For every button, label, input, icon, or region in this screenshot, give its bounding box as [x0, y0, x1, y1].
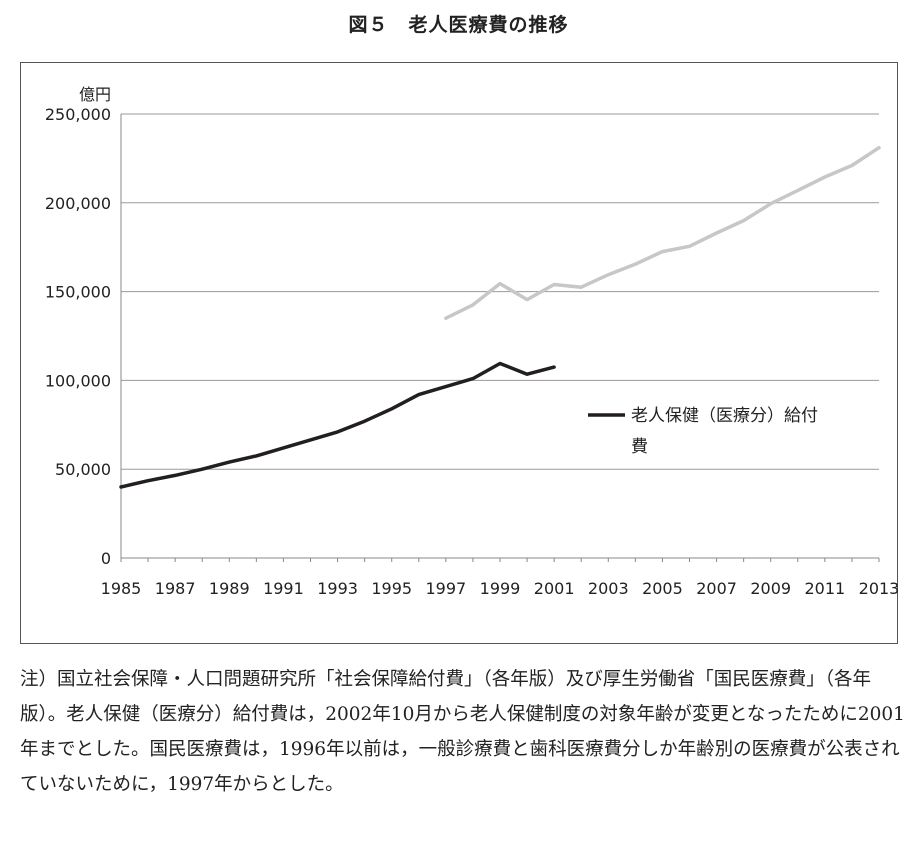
data-point — [526, 298, 528, 301]
x-tick-label: 2001 — [534, 579, 575, 598]
data-point — [688, 245, 691, 248]
x-tick-label: 1987 — [155, 579, 196, 598]
data-point — [417, 393, 420, 396]
data-point — [499, 282, 501, 285]
data-point — [363, 420, 366, 423]
data-point — [607, 273, 610, 276]
y-tick-label: 250,000 — [45, 105, 111, 124]
data-point — [445, 317, 447, 320]
data-point — [580, 286, 583, 288]
data-point — [147, 479, 149, 482]
y-tick-label: 0 — [101, 549, 111, 568]
x-tick-label: 1985 — [101, 579, 142, 598]
data-point — [445, 385, 447, 388]
data-point — [499, 362, 501, 365]
data-point — [661, 250, 664, 253]
data-point — [769, 202, 772, 205]
x-tick-label: 2007 — [696, 579, 737, 598]
data-point — [878, 146, 880, 149]
x-tick-label: 2003 — [588, 579, 629, 598]
legend-label: 老人保健（医療分）給付 — [631, 406, 818, 426]
data-point — [715, 232, 718, 234]
x-tick-label: 1993 — [317, 579, 358, 598]
y-axis-unit: 億円 — [79, 85, 111, 104]
data-point — [390, 408, 393, 410]
x-tick-label: 1995 — [371, 579, 412, 598]
data-point — [526, 373, 528, 375]
data-point — [255, 455, 258, 457]
data-point — [282, 447, 285, 449]
chart-note: 注）国立社会保障・人口問題研究所「社会保障給付費」（各年版）及び厚生労働省「国民… — [20, 669, 905, 795]
y-tick-label: 150,000 — [45, 283, 111, 302]
chart-title: 図５ 老人医療費の推移 — [348, 14, 569, 36]
data-point — [851, 164, 853, 167]
data-point — [553, 366, 555, 368]
data-point — [228, 461, 231, 463]
x-tick-label: 1991 — [263, 579, 304, 598]
x-tick-label: 1999 — [480, 579, 521, 598]
legend-label-continued: 費 — [631, 437, 648, 457]
data-point — [201, 468, 204, 471]
data-point — [309, 439, 312, 441]
data-point — [472, 304, 474, 306]
x-tick-label: 2011 — [804, 579, 845, 598]
chart-frame: 0 50,000 100,000 150,000 200,000 250,000 億円 198… — [20, 62, 899, 644]
data-point — [174, 474, 176, 477]
y-tick-label: 50,000 — [55, 460, 111, 479]
x-tick-label: 1997 — [425, 579, 466, 598]
x-tick-label: 2009 — [750, 579, 791, 598]
data-point — [796, 189, 799, 192]
data-point — [120, 486, 122, 488]
y-tick-label: 200,000 — [45, 194, 111, 213]
x-tick-label: 2013 — [859, 579, 899, 598]
x-tick-label: 2005 — [642, 579, 683, 598]
data-point — [336, 431, 339, 433]
data-point — [824, 176, 826, 178]
y-tick-label: 100,000 — [45, 371, 111, 390]
data-point — [634, 263, 637, 265]
series-line-1 — [119, 361, 556, 489]
series-line-2 — [444, 145, 881, 320]
data-point — [553, 283, 555, 286]
data-point — [472, 377, 474, 380]
x-tick-label: 1989 — [209, 579, 250, 598]
data-point — [742, 219, 745, 222]
